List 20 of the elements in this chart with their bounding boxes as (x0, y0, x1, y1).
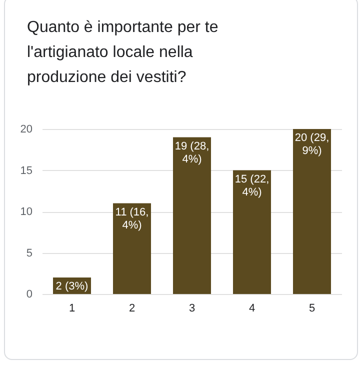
x-tick-label: 4 (248, 302, 256, 314)
x-tick-label: 1 (68, 302, 76, 314)
y-tick-label: 0 (26, 288, 32, 300)
bar (173, 137, 211, 294)
bar (293, 129, 331, 294)
data-label: 19 (28,4%) (174, 140, 210, 166)
x-tick-label: 3 (188, 302, 196, 314)
data-label: 15 (22,4%) (234, 173, 270, 198)
data-label: 20 (29,9%) (294, 132, 330, 157)
y-tick-label: 20 (20, 124, 32, 136)
bar (233, 170, 271, 294)
x-tick-label: 2 (128, 302, 136, 314)
y-tick-label: 15 (20, 164, 32, 177)
bar (113, 203, 151, 294)
data-label: 2 (3%) (56, 280, 88, 292)
data-label: 11 (16,4%) (115, 206, 149, 232)
chart-title: Quanto è importante per te l'artigianato locale nella produzione dei vestiti? (27, 18, 220, 88)
x-tick-label: 5 (308, 302, 316, 314)
y-tick-label: 10 (20, 206, 32, 218)
y-tick-label: 5 (26, 247, 32, 260)
